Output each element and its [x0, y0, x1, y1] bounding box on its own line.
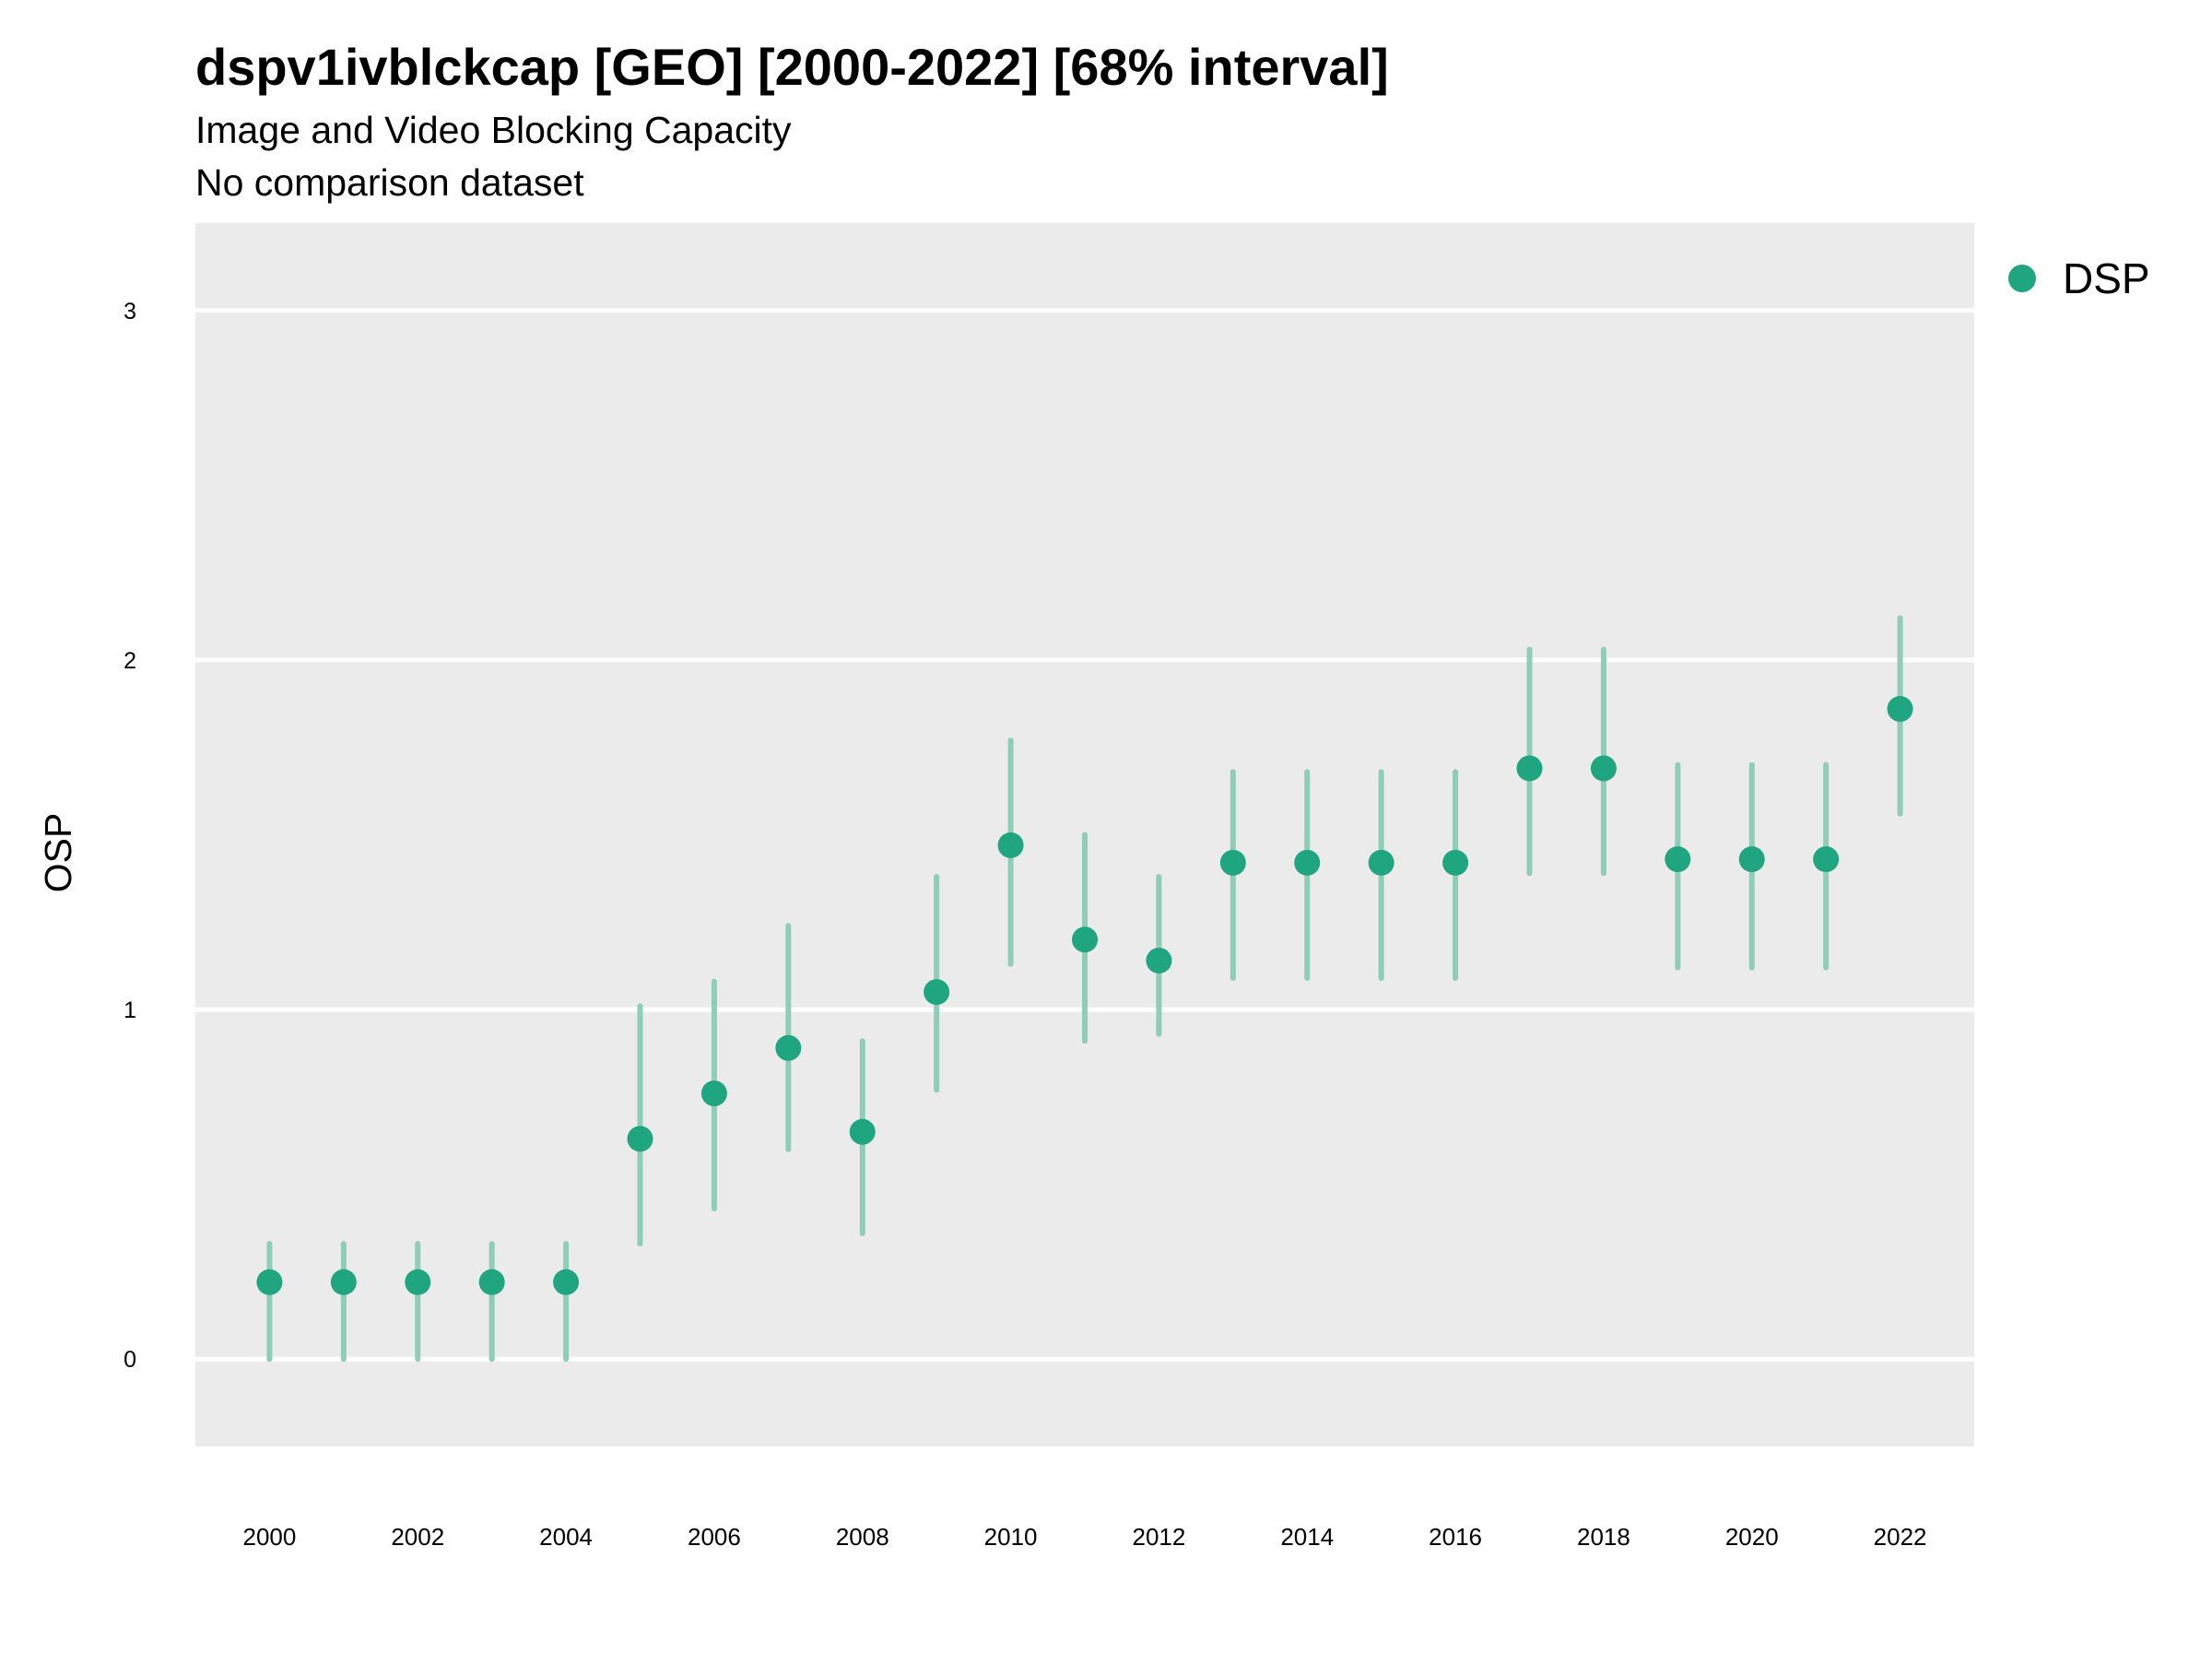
x-tick-label: 2006 [688, 1523, 741, 1551]
legend-label-dsp: DSP [2063, 254, 2150, 302]
point-series [256, 696, 1913, 1295]
x-tick-label: 2004 [539, 1523, 593, 1551]
x-tick-label: 2010 [984, 1523, 1038, 1551]
data-point-2021 [1813, 846, 1840, 873]
data-point-2020 [1738, 846, 1765, 873]
data-point-2014 [1294, 849, 1321, 876]
data-point-2015 [1368, 849, 1394, 876]
y-tick-label: 2 [124, 648, 136, 674]
x-tick-label: 2002 [391, 1523, 444, 1551]
data-point-2001 [330, 1269, 357, 1295]
legend-key-dsp [2008, 265, 2036, 292]
x-tick-label: 2014 [1280, 1523, 1334, 1551]
x-tick-label: 2016 [1429, 1523, 1482, 1551]
data-point-2004 [553, 1269, 580, 1295]
x-tick-label: 2000 [242, 1523, 296, 1551]
data-point-2002 [405, 1269, 431, 1295]
chart-subtitle: Image and Video Blocking Capacity [195, 109, 792, 151]
x-axis: 2000 2002 2004 2006 2008 2010 2012 2014 2016 2018… [242, 1523, 1926, 1551]
data-point-2022 [1887, 696, 1913, 723]
data-point-2005 [627, 1126, 653, 1152]
data-point-2009 [924, 979, 950, 1006]
data-point-2003 [478, 1269, 505, 1295]
data-point-2000 [256, 1269, 283, 1295]
y-axis-title: OSP [37, 813, 79, 893]
x-tick-label: 2022 [1874, 1523, 1927, 1551]
y-tick-label: 1 [124, 997, 136, 1023]
data-point-2013 [1219, 849, 1246, 876]
data-point-2008 [849, 1118, 876, 1145]
chart-caption: No comparison dataset [195, 161, 584, 204]
data-point-2017 [1516, 755, 1543, 782]
x-tick-label: 2012 [1132, 1523, 1185, 1551]
x-tick-label: 2020 [1725, 1523, 1779, 1551]
y-tick-label: 0 [124, 1347, 136, 1373]
x-tick-label: 2008 [836, 1523, 889, 1551]
data-point-2006 [700, 1080, 727, 1107]
data-point-2011 [1072, 926, 1098, 953]
chart-title: dspv1ivblckcap [GEO] [2000-2022] [68% in… [195, 38, 1389, 96]
legend: DSP [2008, 254, 2150, 302]
data-point-2019 [1665, 846, 1691, 873]
data-point-2016 [1442, 849, 1469, 876]
data-point-2010 [997, 832, 1024, 858]
y-tick-label: 3 [124, 299, 136, 325]
y-axis: 0 1 2 3 [124, 299, 136, 1373]
x-tick-label: 2018 [1577, 1523, 1630, 1551]
data-point-2018 [1590, 755, 1617, 782]
data-point-2012 [1146, 947, 1172, 974]
data-point-2007 [775, 1034, 802, 1061]
